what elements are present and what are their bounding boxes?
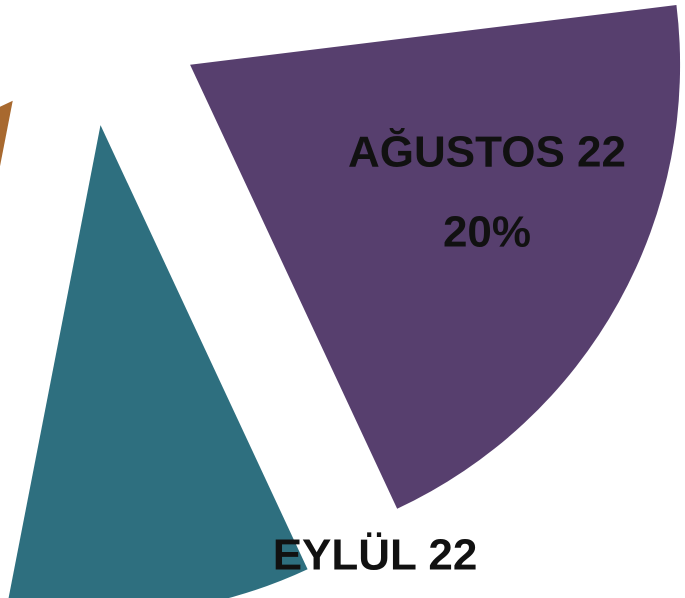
pie-slice: [190, 4, 681, 509]
slice-value-label: 20%: [443, 208, 531, 257]
pie-slice: [8, 125, 308, 598]
slice-label: EYLÜL 22: [273, 531, 478, 580]
slice-label: AĞUSTOS 22: [348, 127, 626, 177]
pie-slice: [0, 100, 13, 167]
